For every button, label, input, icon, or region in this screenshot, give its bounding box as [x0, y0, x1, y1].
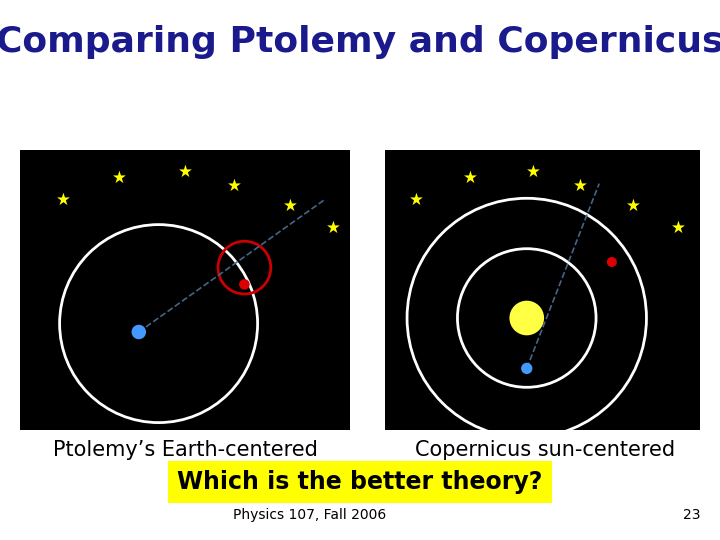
Text: 23: 23: [683, 508, 700, 522]
Text: ★: ★: [55, 191, 71, 210]
Text: ★: ★: [283, 197, 298, 215]
Circle shape: [510, 301, 544, 335]
Text: ★: ★: [178, 164, 192, 181]
Text: ★: ★: [573, 178, 588, 195]
Circle shape: [521, 363, 532, 374]
Text: Physics 107, Fall 2006: Physics 107, Fall 2006: [233, 508, 387, 522]
Circle shape: [132, 325, 146, 339]
Text: Comparing Ptolemy and Copernicus: Comparing Ptolemy and Copernicus: [0, 25, 720, 59]
Circle shape: [239, 279, 250, 289]
Text: Copernicus sun-centered: Copernicus sun-centered: [415, 440, 675, 460]
Text: ★: ★: [409, 191, 424, 210]
Text: ★: ★: [626, 197, 642, 215]
Text: ★: ★: [463, 169, 477, 187]
Text: ★: ★: [227, 178, 242, 195]
Text: ★: ★: [670, 219, 685, 238]
Bar: [385, 150, 700, 430]
Text: Ptolemy’s Earth-centered: Ptolemy’s Earth-centered: [53, 440, 318, 460]
Text: ★: ★: [112, 169, 127, 187]
Text: ★: ★: [526, 164, 541, 181]
Text: ★: ★: [326, 219, 341, 238]
Text: Which is the better theory?: Which is the better theory?: [177, 470, 543, 494]
Circle shape: [607, 257, 617, 267]
Bar: [20, 150, 350, 430]
